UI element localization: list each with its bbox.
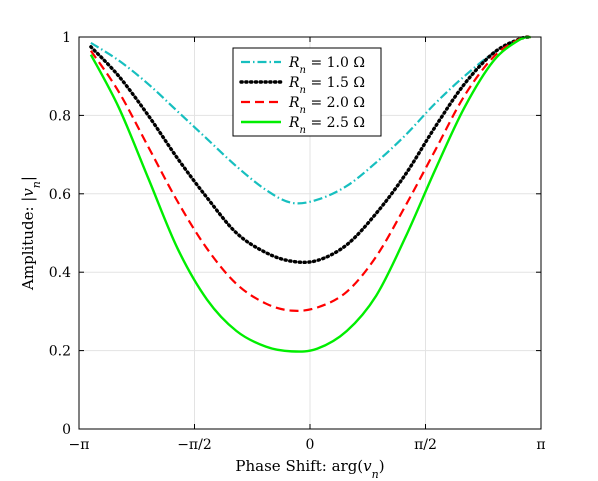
series-line-3 [89,35,531,312]
x-tick-label: −π/2 [177,437,212,453]
tick-labels: −π −π/2 0 π/2 π 0 0.2 0.4 0.6 0.8 1 [49,30,546,453]
series-layer [89,35,533,353]
legend: Rn = 1.0 ΩRn = 1.5 ΩRn = 2.0 ΩRn = 2.5 Ω [232,47,382,137]
y-tick-label: 0 [62,422,71,438]
legend-label: Rn = 1.0 Ω [288,55,365,76]
y-tick-label: 0.6 [49,187,71,203]
legend-label: Rn = 2.5 Ω [288,115,365,136]
y-tick-label: 0.4 [49,265,71,281]
y-tick-label: 0.2 [49,344,71,360]
x-axis-label: Phase Shift: arg(vn) [235,457,384,481]
series-line-4 [89,35,531,353]
legend-label: Rn = 2.0 Ω [288,95,365,116]
x-tick-label: π/2 [414,437,437,453]
y-tick-label: 1 [62,30,71,46]
x-tick-label: −π [69,437,90,453]
legend-label: Rn = 1.5 Ω [288,75,365,96]
x-tick-label: 0 [306,437,315,453]
ticks [78,36,542,430]
y-axis-label: Amplitude: |vn| [19,176,43,291]
x-tick-label: π [536,437,545,453]
y-tick-label: 0.8 [49,108,71,124]
series-line-2 [89,35,533,265]
series-line-1 [90,35,531,205]
